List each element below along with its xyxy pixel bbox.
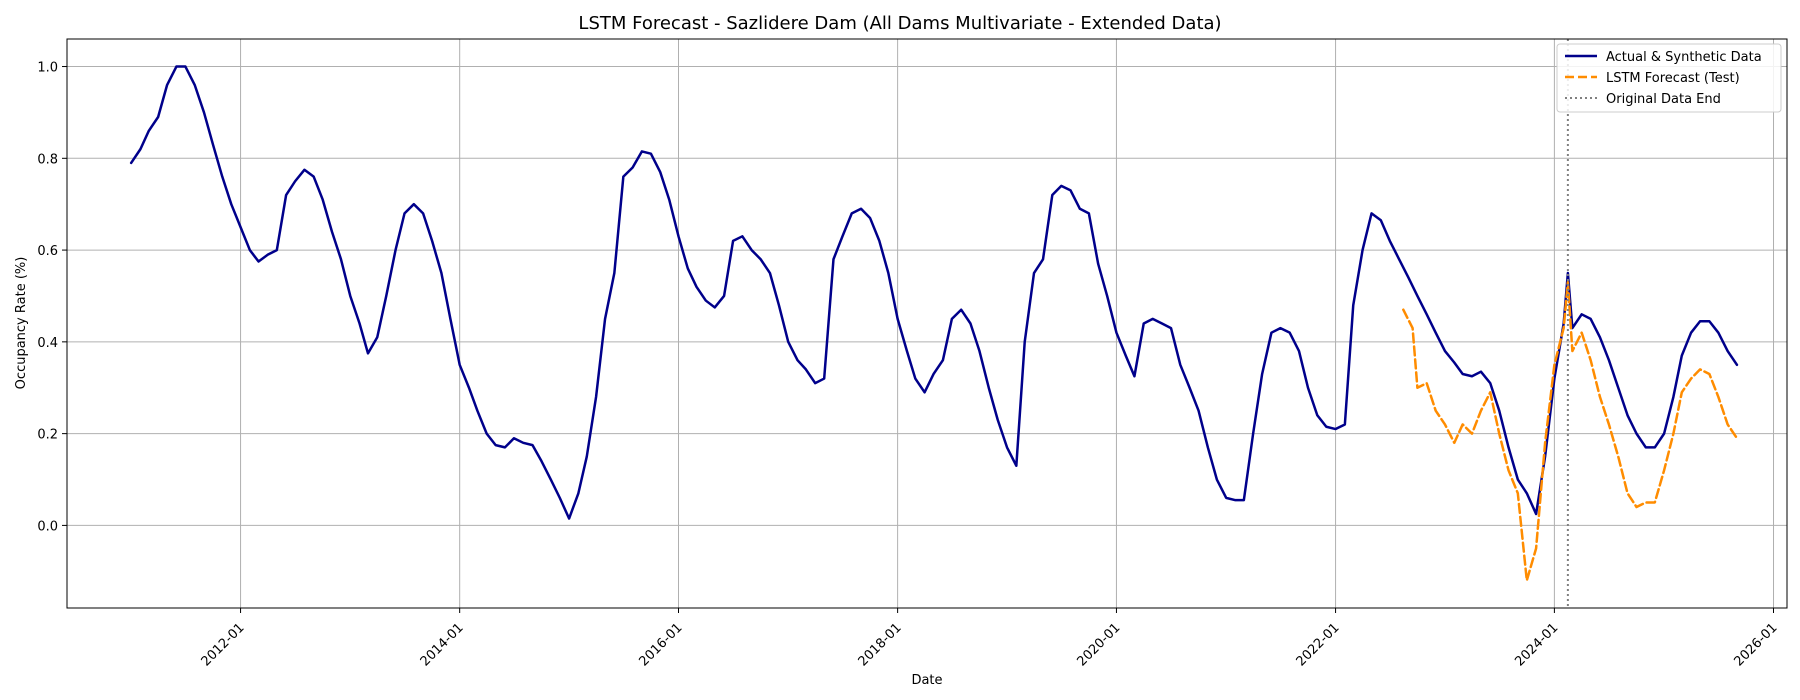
legend-box	[1556, 43, 1782, 113]
x-tick-label: 2012-01	[199, 620, 248, 669]
y-axis-label: Occupancy Rate (%)	[14, 257, 29, 390]
legend-label-original-data-end: Original Data End	[1606, 92, 1721, 107]
y-axis-ticks: 0.0 0.2 0.4 0.6 0.8 1.0	[37, 61, 67, 534]
legend-label-actual: Actual & Synthetic Data	[1606, 50, 1762, 65]
x-axis-ticks: 2012-01 2014-01 2016-01 2018-01 2020-01 2022-…	[199, 608, 1781, 669]
y-tick-label: 0.2	[37, 428, 58, 443]
x-tick-label: 2022-01	[1294, 620, 1343, 669]
plot-frame	[66, 38, 1788, 609]
y-tick-label: 0.8	[37, 152, 58, 167]
x-tick-label: 2016-01	[637, 620, 686, 669]
x-tick-label: 2020-01	[1074, 620, 1123, 669]
series-line-forecast	[1402, 280, 1739, 582]
legend: Actual & Synthetic Data LSTM Forecast (T…	[1556, 43, 1782, 113]
x-tick-label: 2026-01	[1732, 620, 1781, 669]
y-tick-label: 0.6	[37, 244, 58, 259]
y-tick-label: 0.0	[37, 519, 58, 534]
legend-label-forecast: LSTM Forecast (Test)	[1606, 71, 1740, 86]
x-tick-label: 2018-01	[856, 620, 905, 669]
y-tick-label: 1.0	[37, 61, 58, 76]
grid	[67, 39, 1787, 608]
x-axis-label: Date	[911, 673, 942, 688]
series-layer	[129, 65, 1739, 582]
chart-title: LSTM Forecast - Sazlidere Dam (All Dams …	[578, 13, 1221, 34]
y-tick-label: 0.4	[37, 336, 58, 351]
x-tick-label: 2014-01	[418, 620, 467, 669]
x-tick-label: 2024-01	[1512, 620, 1561, 669]
series-line-actual	[129, 65, 1739, 520]
